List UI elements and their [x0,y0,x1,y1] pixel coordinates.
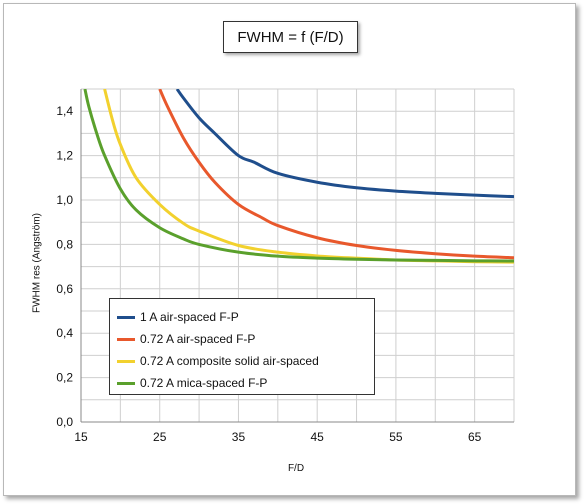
y-tick-label: 0,2 [56,371,73,385]
x-tick-label: 65 [468,430,482,444]
series-line [175,89,514,199]
x-tick-label: 25 [153,430,167,444]
legend-item: 0.72 A composite solid air-spaced [117,350,374,372]
legend-swatch [117,315,135,319]
y-tick-label: 0,8 [56,237,73,251]
series-line [158,89,514,260]
legend-swatch [117,381,135,385]
legend-swatch [117,359,135,363]
legend-item: 0.72 A mica-spaced F-P [117,372,374,394]
x-tick-label: 45 [311,430,325,444]
x-axis-label: F/D [287,463,305,474]
legend-label: 0.72 A mica-spaced F-P [140,376,268,390]
legend-label: 0.72 A air-spaced F-P [140,332,256,346]
legend-swatch [117,337,135,341]
legend-item: 1 A air-spaced F-P [117,306,374,328]
y-axis-label: FWHM res (Angström) [31,213,43,313]
legend-label: 1 A air-spaced F-P [140,310,239,324]
y-tick-label: 0,4 [56,326,73,340]
x-tick-label: 55 [389,430,403,444]
legend-label: 0.72 A composite solid air-spaced [140,354,319,368]
y-tick-label: 0,0 [56,415,73,429]
series-line [83,89,514,263]
x-tick-label: 15 [74,430,88,444]
legend-item: 0.72 A air-spaced F-P [117,328,374,350]
chart-title: FWHM = f (F/D) [223,21,358,53]
y-tick-label: 1,2 [56,149,73,163]
y-tick-label: 1,4 [56,104,73,118]
x-tick-label: 35 [232,430,246,444]
y-tick-label: 1,0 [56,193,73,207]
y-tick-label: 0,6 [56,282,73,296]
legend: 1 A air-spaced F-P 0.72 A air-spaced F-P… [109,298,375,395]
